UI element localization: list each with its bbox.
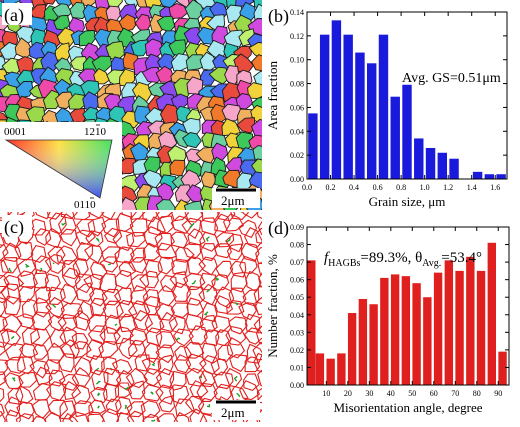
misorientation-chart: (d) 0.00 0.01 0.02 0.03 0.04 0.05 0.06 0.07 0.08… — [262, 212, 520, 422]
grain-size-y-tick-label: 0.08 — [290, 80, 304, 89]
panel-label-d: (d) — [268, 218, 289, 239]
misorientation-bar — [307, 260, 315, 385]
grain-size-bar — [414, 138, 423, 179]
misorientation-bar — [337, 353, 345, 385]
misorientation-bar — [391, 274, 399, 385]
misorientation-x-tick-label: 10 — [322, 389, 330, 398]
misorientation-y-tick-label: 0.06 — [290, 276, 304, 285]
ebsd-ipf-map: 0001 1210 0110 (a) 2μm — [0, 0, 262, 210]
scale-bar-label-c: 2μm — [221, 405, 245, 420]
grain-size-bar — [367, 63, 376, 179]
lagb-boundary — [151, 420, 155, 421]
misorientation-bar — [477, 271, 485, 385]
grain-size-bar — [320, 35, 329, 179]
misorientation-y-tick-label: 0.09 — [290, 223, 304, 232]
grain — [170, 160, 185, 176]
misorientation-x-axis-label: Misorientation angle, degree — [333, 400, 482, 415]
misorientation-chart-panel: (d) 0.00 0.01 0.02 0.03 0.04 0.05 0.06 0.07 0.08… — [262, 212, 520, 422]
misorientation-bar — [423, 297, 431, 385]
grain-size-x-tick-label: 0.2 — [326, 183, 336, 192]
misorientation-bar — [380, 278, 388, 385]
panel-label-c: (c) — [4, 217, 24, 238]
avg-grain-size-annotation: Avg. GS=0.51μm — [402, 71, 501, 86]
lagb-boundary — [53, 263, 54, 264]
ipf-label-0001: 0001 — [4, 126, 26, 138]
grain-size-bar — [343, 35, 352, 179]
panel-label-b: (b) — [268, 6, 289, 27]
misorientation-bar — [359, 299, 367, 385]
misorientation-y-tick-label: 0.02 — [290, 346, 304, 355]
misorientation-y-axis-label: Number fraction, % — [265, 254, 280, 358]
grain — [196, 147, 214, 163]
grain-size-bar — [332, 20, 341, 179]
misorientation-y-tick-label: 0.03 — [290, 328, 304, 337]
grain-size-bar — [496, 174, 505, 179]
misorientation-bar — [488, 243, 496, 385]
misorientation-y-tick-label: 0.05 — [290, 293, 304, 302]
panel-label-a: (a) — [4, 5, 24, 26]
ipf-label-0110: 0110 — [74, 199, 96, 210]
misorientation-x-tick-label: 50 — [408, 389, 416, 398]
misorientation-x-tick-label: 90 — [494, 389, 502, 398]
grain-size-y-tick-label: 0.04 — [290, 127, 304, 136]
grain-size-bar — [473, 172, 482, 179]
grain-size-bar — [391, 97, 400, 179]
misorientation-bar — [348, 313, 356, 385]
grain-size-x-tick-label: 0.4 — [349, 183, 359, 192]
grain-size-bar — [485, 174, 494, 179]
grain-size-bar — [308, 113, 317, 179]
ipf-label-1210: 1210 — [84, 126, 107, 138]
misorientation-y-tick-label: 0.00 — [290, 381, 304, 390]
grain-size-y-axis-label: Area fraction — [265, 61, 280, 130]
misorientation-bar — [412, 283, 420, 385]
grain-size-x-tick-label: 1.4 — [467, 183, 477, 192]
grain-size-x-tick-label: 0.8 — [396, 183, 406, 192]
grain — [252, 55, 263, 72]
grain-size-x-axis-label: Grain size, μm — [369, 194, 446, 209]
misorientation-y-tick-label: 0.08 — [290, 241, 304, 250]
grain-size-bar — [379, 35, 388, 179]
grain-size-x-tick-label: 0.6 — [373, 183, 383, 192]
ebsd-ipf-map-panel: 0001 1210 0110 (a) 2μm — [0, 0, 262, 210]
grain-size-x-tick-label: 0.0 — [302, 183, 312, 192]
misorientation-y-tick-label: 0.04 — [290, 311, 304, 320]
misorientation-x-tick-label: 60 — [430, 389, 438, 398]
grain-boundary-map: (c) 2μm — [0, 212, 262, 422]
grain-size-bar — [426, 148, 435, 179]
misorientation-bar — [455, 271, 463, 385]
misorientation-bar — [326, 359, 334, 385]
misorientation-bar — [498, 352, 506, 385]
misorientation-x-tick-label: 40 — [387, 389, 395, 398]
grain-size-y-tick-label: 0.12 — [290, 32, 304, 41]
misorientation-y-tick-label: 0.01 — [290, 363, 304, 372]
grain-size-x-tick-label: 1.2 — [443, 183, 453, 192]
misorientation-bar — [316, 353, 324, 385]
grain-size-bar — [438, 153, 447, 179]
misorientation-y-tick-label: 0.07 — [290, 258, 304, 267]
misorientation-x-tick-label: 70 — [451, 389, 459, 398]
grain-size-y-tick-label: 0.02 — [290, 151, 304, 160]
misorientation-x-tick-label: 20 — [344, 389, 352, 398]
misorientation-bar — [466, 257, 474, 385]
grain-boundary-map-panel: (c) 2μm — [0, 212, 262, 422]
misorientation-bar — [445, 260, 453, 385]
misorientation-bar — [402, 276, 410, 385]
misorientation-x-tick-label: 30 — [365, 389, 373, 398]
grain-size-y-tick-label: 0.10 — [290, 56, 304, 65]
grain-size-bar — [355, 53, 364, 179]
misorientation-bar — [434, 273, 442, 385]
lagb-boundary — [108, 264, 111, 265]
grain-size-bar — [402, 85, 411, 179]
grain-size-y-tick-label: 0.14 — [290, 8, 304, 17]
misorientation-bar — [369, 304, 377, 385]
grain-size-x-tick-label: 1.6 — [490, 183, 500, 192]
hagb-annotation: fHAGBs=89.3%, θAvg.=53.4° — [324, 250, 482, 269]
grain-size-x-tick-label: 1.0 — [420, 183, 430, 192]
grain-size-bar — [449, 159, 458, 179]
misorientation-x-tick-label: 80 — [473, 389, 481, 398]
grain-size-y-tick-label: 0.06 — [290, 103, 304, 112]
scale-bar-label-a: 2μm — [221, 193, 245, 208]
